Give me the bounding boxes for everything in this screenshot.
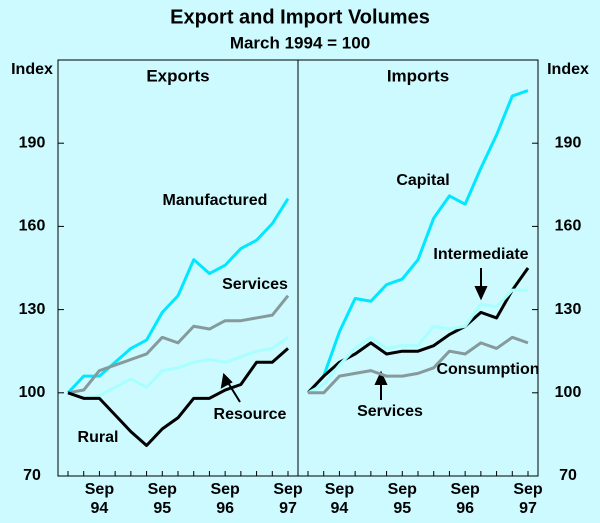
panel-title: Imports (387, 66, 449, 85)
series-label: Services (222, 276, 288, 293)
panel-title: Exports (146, 66, 209, 85)
series-label: Consumption (436, 361, 539, 378)
y-tick-label: 100 (555, 384, 582, 401)
y-tick-label: 130 (19, 301, 46, 318)
y-tick-label: 190 (555, 134, 582, 151)
line-series (306, 89, 529, 394)
line-series (307, 288, 528, 395)
x-tick-label: Sep 96 (210, 481, 240, 517)
y-tick-label: 70 (559, 467, 577, 484)
y-tick-label: 70 (23, 467, 41, 484)
chart-subtitle: March 1994 = 100 (230, 33, 370, 52)
x-tick-label: Sep 94 (84, 481, 115, 517)
y-tick-label: 160 (19, 218, 46, 235)
line-series (67, 294, 290, 395)
x-tick-label: Sep 95 (147, 481, 177, 517)
y-tick-label: 130 (555, 301, 582, 318)
x-tick-label: Sep 94 (324, 481, 355, 517)
series-label: Resource (214, 406, 287, 423)
series-label: Rural (78, 429, 119, 446)
arrow-head (374, 370, 388, 385)
line-series (67, 336, 289, 400)
series-label: Manufactured (163, 192, 268, 209)
x-tick-label: Sep 95 (387, 481, 417, 517)
y-axis-label: Index (547, 61, 589, 78)
line-series (308, 335, 529, 395)
y-axis-label: Index (11, 61, 53, 78)
series-label: Intermediate (433, 246, 528, 263)
x-tick-label: Sep 97 (513, 481, 543, 517)
y-tick-label: 190 (19, 134, 46, 151)
arrow-head (474, 286, 488, 301)
x-tick-label: Sep 96 (450, 481, 480, 517)
arrow (226, 380, 241, 403)
y-tick-label: 160 (555, 218, 582, 235)
chart-title: Export and Import Volumes (170, 6, 430, 28)
arrow-head (220, 372, 233, 389)
y-tick-label: 100 (19, 384, 46, 401)
series-label: Services (357, 403, 423, 420)
series-label: Capital (396, 172, 449, 189)
line-series (66, 197, 290, 394)
arrows (220, 268, 488, 403)
line-series (67, 347, 289, 447)
x-tick-label: Sep 97 (273, 481, 303, 517)
